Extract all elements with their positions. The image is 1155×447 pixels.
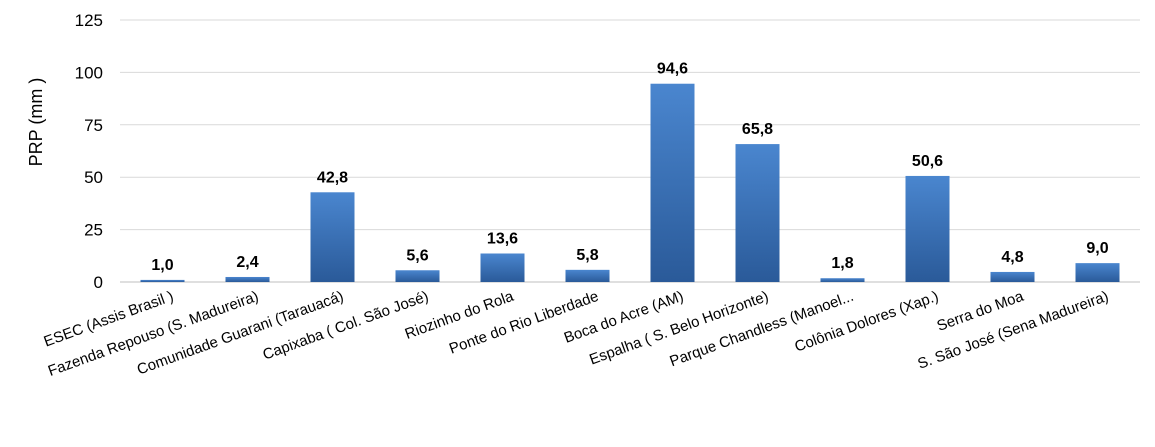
y-tick-label: 125 — [75, 11, 103, 30]
bar — [395, 270, 440, 282]
bar — [1075, 263, 1120, 282]
x-axis-ticks: ESEC (Assis Brasil )Fazenda Repouso (S. … — [42, 288, 1111, 380]
bars — [140, 83, 1120, 282]
bar — [310, 192, 355, 282]
bar — [565, 269, 610, 282]
x-tick-label: Ponte do Rio Liberdade — [447, 288, 601, 358]
bar-value-label: 2,4 — [236, 254, 258, 271]
y-tick-label: 50 — [84, 168, 103, 187]
x-tick-label: Colônia Dolores (Xap.) — [792, 288, 940, 356]
y-tick-label: 100 — [75, 63, 103, 82]
bar-value-label: 94,6 — [657, 61, 688, 78]
bar-value-label: 4,8 — [1001, 249, 1023, 266]
bar — [735, 144, 780, 282]
bar — [225, 276, 270, 282]
bar-value-label: 50,6 — [912, 153, 943, 170]
bar-value-label: 1,0 — [151, 257, 173, 274]
y-tick-label: 25 — [84, 221, 103, 240]
bar-value-label: 5,8 — [576, 247, 598, 264]
y-axis-ticks: 0 25 50 75 100 125 — [75, 11, 103, 292]
bar — [140, 279, 185, 282]
gridlines — [120, 19, 1140, 283]
bar-value-label: 42,8 — [317, 169, 348, 186]
bar-value-label: 9,0 — [1086, 240, 1108, 257]
bar — [820, 278, 865, 282]
bar — [905, 175, 950, 282]
y-axis-title: PRP (mm ) — [26, 78, 46, 167]
bar-value-label: 1,8 — [831, 255, 853, 272]
bar-value-label: 65,8 — [742, 121, 773, 138]
bar-value-label: 13,6 — [487, 230, 518, 247]
data-labels: 1,0 2,4 42,8 5,6 13,6 5,8 94,6 65,8 1,8 50,6 4,8 9,… — [151, 61, 1108, 274]
bar — [990, 271, 1035, 282]
bar — [650, 83, 695, 282]
bar — [480, 253, 525, 282]
y-tick-label: 0 — [94, 273, 103, 292]
y-tick-label: 75 — [84, 116, 103, 135]
bar-value-label: 5,6 — [406, 247, 428, 264]
